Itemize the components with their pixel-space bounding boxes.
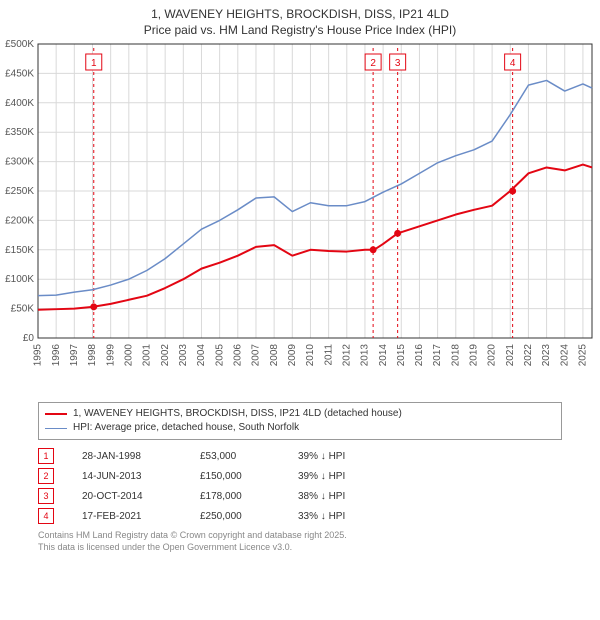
svg-text:£300K: £300K (5, 157, 34, 168)
svg-text:2024: 2024 (559, 344, 570, 367)
svg-text:1997: 1997 (69, 344, 80, 367)
svg-text:1998: 1998 (87, 344, 98, 367)
event-date: 20-OCT-2014 (82, 491, 172, 502)
event-row: 2 14-JUN-2013 £150,000 39% ↓ HPI (38, 466, 562, 486)
svg-text:£50K: £50K (11, 304, 35, 315)
chart-title: 1, WAVENEY HEIGHTS, BROCKDISH, DISS, IP2… (0, 0, 600, 38)
svg-text:£250K: £250K (5, 186, 34, 197)
legend-item: 1, WAVENEY HEIGHTS, BROCKDISH, DISS, IP2… (45, 407, 555, 421)
svg-text:4: 4 (510, 58, 516, 69)
svg-text:1: 1 (91, 58, 97, 69)
svg-text:2: 2 (370, 58, 376, 69)
title-line-2: Price paid vs. HM Land Registry's House … (0, 22, 600, 38)
title-line-1: 1, WAVENEY HEIGHTS, BROCKDISH, DISS, IP2… (0, 6, 600, 22)
svg-text:2008: 2008 (269, 344, 280, 367)
legend-swatch (45, 413, 67, 415)
event-price: £150,000 (200, 471, 270, 482)
svg-text:2017: 2017 (432, 344, 443, 367)
footer-line-2: This data is licensed under the Open Gov… (38, 542, 562, 554)
svg-text:2005: 2005 (214, 344, 225, 367)
legend-label: 1, WAVENEY HEIGHTS, BROCKDISH, DISS, IP2… (73, 407, 402, 421)
svg-text:3: 3 (395, 58, 401, 69)
event-hpi: 33% ↓ HPI (298, 511, 388, 522)
legend-swatch (45, 428, 67, 429)
svg-text:£450K: £450K (5, 69, 34, 80)
footer-line-1: Contains HM Land Registry data © Crown c… (38, 530, 562, 542)
footer-attribution: Contains HM Land Registry data © Crown c… (38, 530, 562, 553)
event-hpi: 38% ↓ HPI (298, 491, 388, 502)
event-row: 4 17-FEB-2021 £250,000 33% ↓ HPI (38, 506, 562, 526)
svg-text:2000: 2000 (123, 344, 134, 367)
event-marker: 3 (38, 488, 54, 504)
svg-text:2006: 2006 (232, 344, 243, 367)
svg-text:2004: 2004 (196, 344, 207, 367)
event-marker: 2 (38, 468, 54, 484)
svg-text:2009: 2009 (287, 344, 298, 367)
svg-text:2023: 2023 (541, 344, 552, 367)
event-hpi: 39% ↓ HPI (298, 471, 388, 482)
chart-container: 1, WAVENEY HEIGHTS, BROCKDISH, DISS, IP2… (0, 0, 600, 554)
svg-text:£350K: £350K (5, 128, 34, 139)
svg-text:£400K: £400K (5, 98, 34, 109)
svg-text:2003: 2003 (178, 344, 189, 367)
svg-text:2018: 2018 (450, 344, 461, 367)
event-row: 3 20-OCT-2014 £178,000 38% ↓ HPI (38, 486, 562, 506)
svg-text:2016: 2016 (414, 344, 425, 367)
event-date: 14-JUN-2013 (82, 471, 172, 482)
svg-text:2001: 2001 (142, 344, 153, 367)
event-date: 17-FEB-2021 (82, 511, 172, 522)
svg-text:2002: 2002 (160, 344, 171, 367)
svg-text:2011: 2011 (323, 344, 334, 366)
svg-text:2020: 2020 (487, 344, 498, 367)
legend: 1, WAVENEY HEIGHTS, BROCKDISH, DISS, IP2… (38, 402, 562, 440)
svg-text:2019: 2019 (469, 344, 480, 367)
svg-text:£100K: £100K (5, 275, 34, 286)
event-hpi: 39% ↓ HPI (298, 451, 388, 462)
svg-text:2010: 2010 (305, 344, 316, 367)
event-price: £178,000 (200, 491, 270, 502)
svg-text:2015: 2015 (396, 344, 407, 367)
svg-text:2021: 2021 (505, 344, 516, 367)
events-table: 1 28-JAN-1998 £53,000 39% ↓ HPI 2 14-JUN-2013… (38, 446, 562, 526)
svg-text:2012: 2012 (341, 344, 352, 367)
svg-text:£150K: £150K (5, 245, 34, 256)
svg-text:1996: 1996 (51, 344, 62, 367)
svg-text:2022: 2022 (523, 344, 534, 367)
svg-text:1999: 1999 (105, 344, 116, 367)
event-price: £250,000 (200, 511, 270, 522)
event-date: 28-JAN-1998 (82, 451, 172, 462)
svg-text:2025: 2025 (578, 344, 589, 367)
svg-text:1995: 1995 (33, 344, 44, 367)
price-chart: £0 £50K £100K £150K £200K £250K £300K £350K £400… (0, 38, 600, 398)
svg-text:2013: 2013 (360, 344, 371, 367)
svg-text:£500K: £500K (5, 39, 34, 50)
svg-text:2007: 2007 (251, 344, 262, 367)
svg-text:£200K: £200K (5, 216, 34, 227)
svg-text:2014: 2014 (378, 344, 389, 367)
event-marker: 4 (38, 508, 54, 524)
event-marker: 1 (38, 448, 54, 464)
svg-text:£0: £0 (23, 333, 35, 344)
legend-label: HPI: Average price, detached house, Sout… (73, 421, 299, 435)
event-price: £53,000 (200, 451, 270, 462)
event-row: 1 28-JAN-1998 £53,000 39% ↓ HPI (38, 446, 562, 466)
legend-item: HPI: Average price, detached house, Sout… (45, 421, 555, 435)
